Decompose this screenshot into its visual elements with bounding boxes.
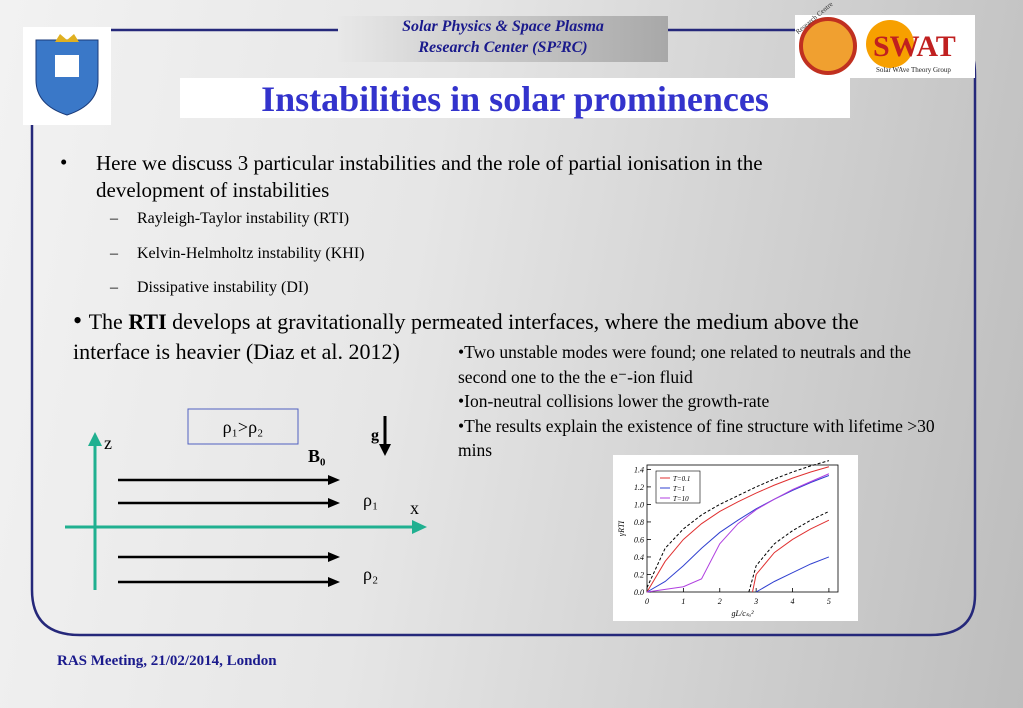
legend-label: T=1 [673,485,685,493]
note: •The results explain the existence of fi… [458,415,935,461]
text: RTI [128,309,167,334]
crown [55,34,79,42]
y-axis-label: γRTI [617,521,626,536]
plot-frame [646,464,839,593]
text: develops at gravitationally permeated in… [73,309,859,364]
crest [35,39,99,116]
logo-text: SWAT [873,30,956,63]
y-tick-label: 1.4 [634,465,644,474]
rho2-label: ρ₂ [363,564,378,584]
header-line: Solar Physics & Space Plasma [402,18,604,35]
crest-book [55,55,79,77]
x-tick-label: 3 [753,597,758,606]
curve [755,556,830,593]
y-tick-label: 1.0 [634,500,644,509]
x-axis-label: gL/cₛₐ² [732,609,755,618]
curve [748,510,830,593]
bullet-dot: • [73,306,89,335]
logo-text: Solar WAve Theory Group [876,66,951,74]
curve [646,475,830,593]
x-tick-label: 1 [681,597,685,606]
z-label: z [104,433,112,453]
density-label: ρ₁>ρ₂ [223,417,264,437]
dash: – [110,279,118,296]
bullet: Here we discuss 3 particular instabiliti… [96,151,763,202]
legend-label: T=0.1 [673,475,690,483]
sub-item: Rayleigh-Taylor instability (RTI) [137,210,350,227]
note: •Two unstable modes were found; one rela… [458,342,911,387]
x-label: x [410,498,419,518]
rti-paragraph: • The RTI develops at gravitationally pe… [73,306,933,367]
plot: 0.0 0.2 0.4 0.6 0.8 1.0 1.2 1.4 0 1 2 3 4 5 gL/cₛₐ² γRT… [617,460,839,618]
dash: – [110,210,118,227]
note: •Ion-neutral collisions lower the growth… [458,391,770,411]
header-line: Research Center (SP²RC) [418,39,588,56]
arrow-head [328,577,340,587]
y-tick-label: 0.0 [634,588,644,597]
arrow-head [412,520,427,534]
y-tick-label: 0.6 [634,535,644,544]
arrow-head [328,498,340,508]
title: Instabilities in solar prominences [180,78,850,119]
diagram: ρ₁>ρ₂ z x g B₀ ρ₁ ρ₂ [65,408,427,590]
x-tick-label: 4 [791,597,795,606]
y-tick-label: 1.2 [634,483,644,492]
dash: – [110,245,118,262]
curve [752,519,830,593]
arrow-head [328,475,340,485]
legend-label: T=10 [673,495,689,503]
header: Solar Physics & Space Plasma Research Cen… [338,16,668,62]
arrow-head [88,432,102,446]
y-tick-label: 0.2 [634,570,644,579]
curve [646,473,830,593]
bullet-dot: • [60,150,68,174]
sub-item: Kelvin-Helmholtz instability (KHI) [137,245,365,262]
y-tick-label: 0.4 [634,553,644,562]
curve [646,460,830,588]
x-tick-label: 5 [827,597,831,606]
curve [646,466,830,593]
notes: •Two unstable modes were found; one rela… [458,340,938,463]
sun [866,20,914,68]
sp2rc-logo [799,17,857,75]
density-box [187,408,299,445]
footer: RAS Meeting, 21/02/2014, London [57,653,277,669]
sub-item: Dissipative instability (DI) [137,279,309,296]
y-tick-label: 0.8 [634,518,644,527]
arrow-head [379,444,391,456]
b-label: B₀ [308,446,325,466]
rho1-label: ρ₁ [363,490,378,510]
legend-box [655,470,701,504]
g-label: g [371,427,379,444]
arrow-head [328,552,340,562]
text: The [88,309,129,334]
x-tick-label: 2 [718,597,722,606]
x-tick-label: 0 [645,597,649,606]
plot-bg [613,455,858,621]
